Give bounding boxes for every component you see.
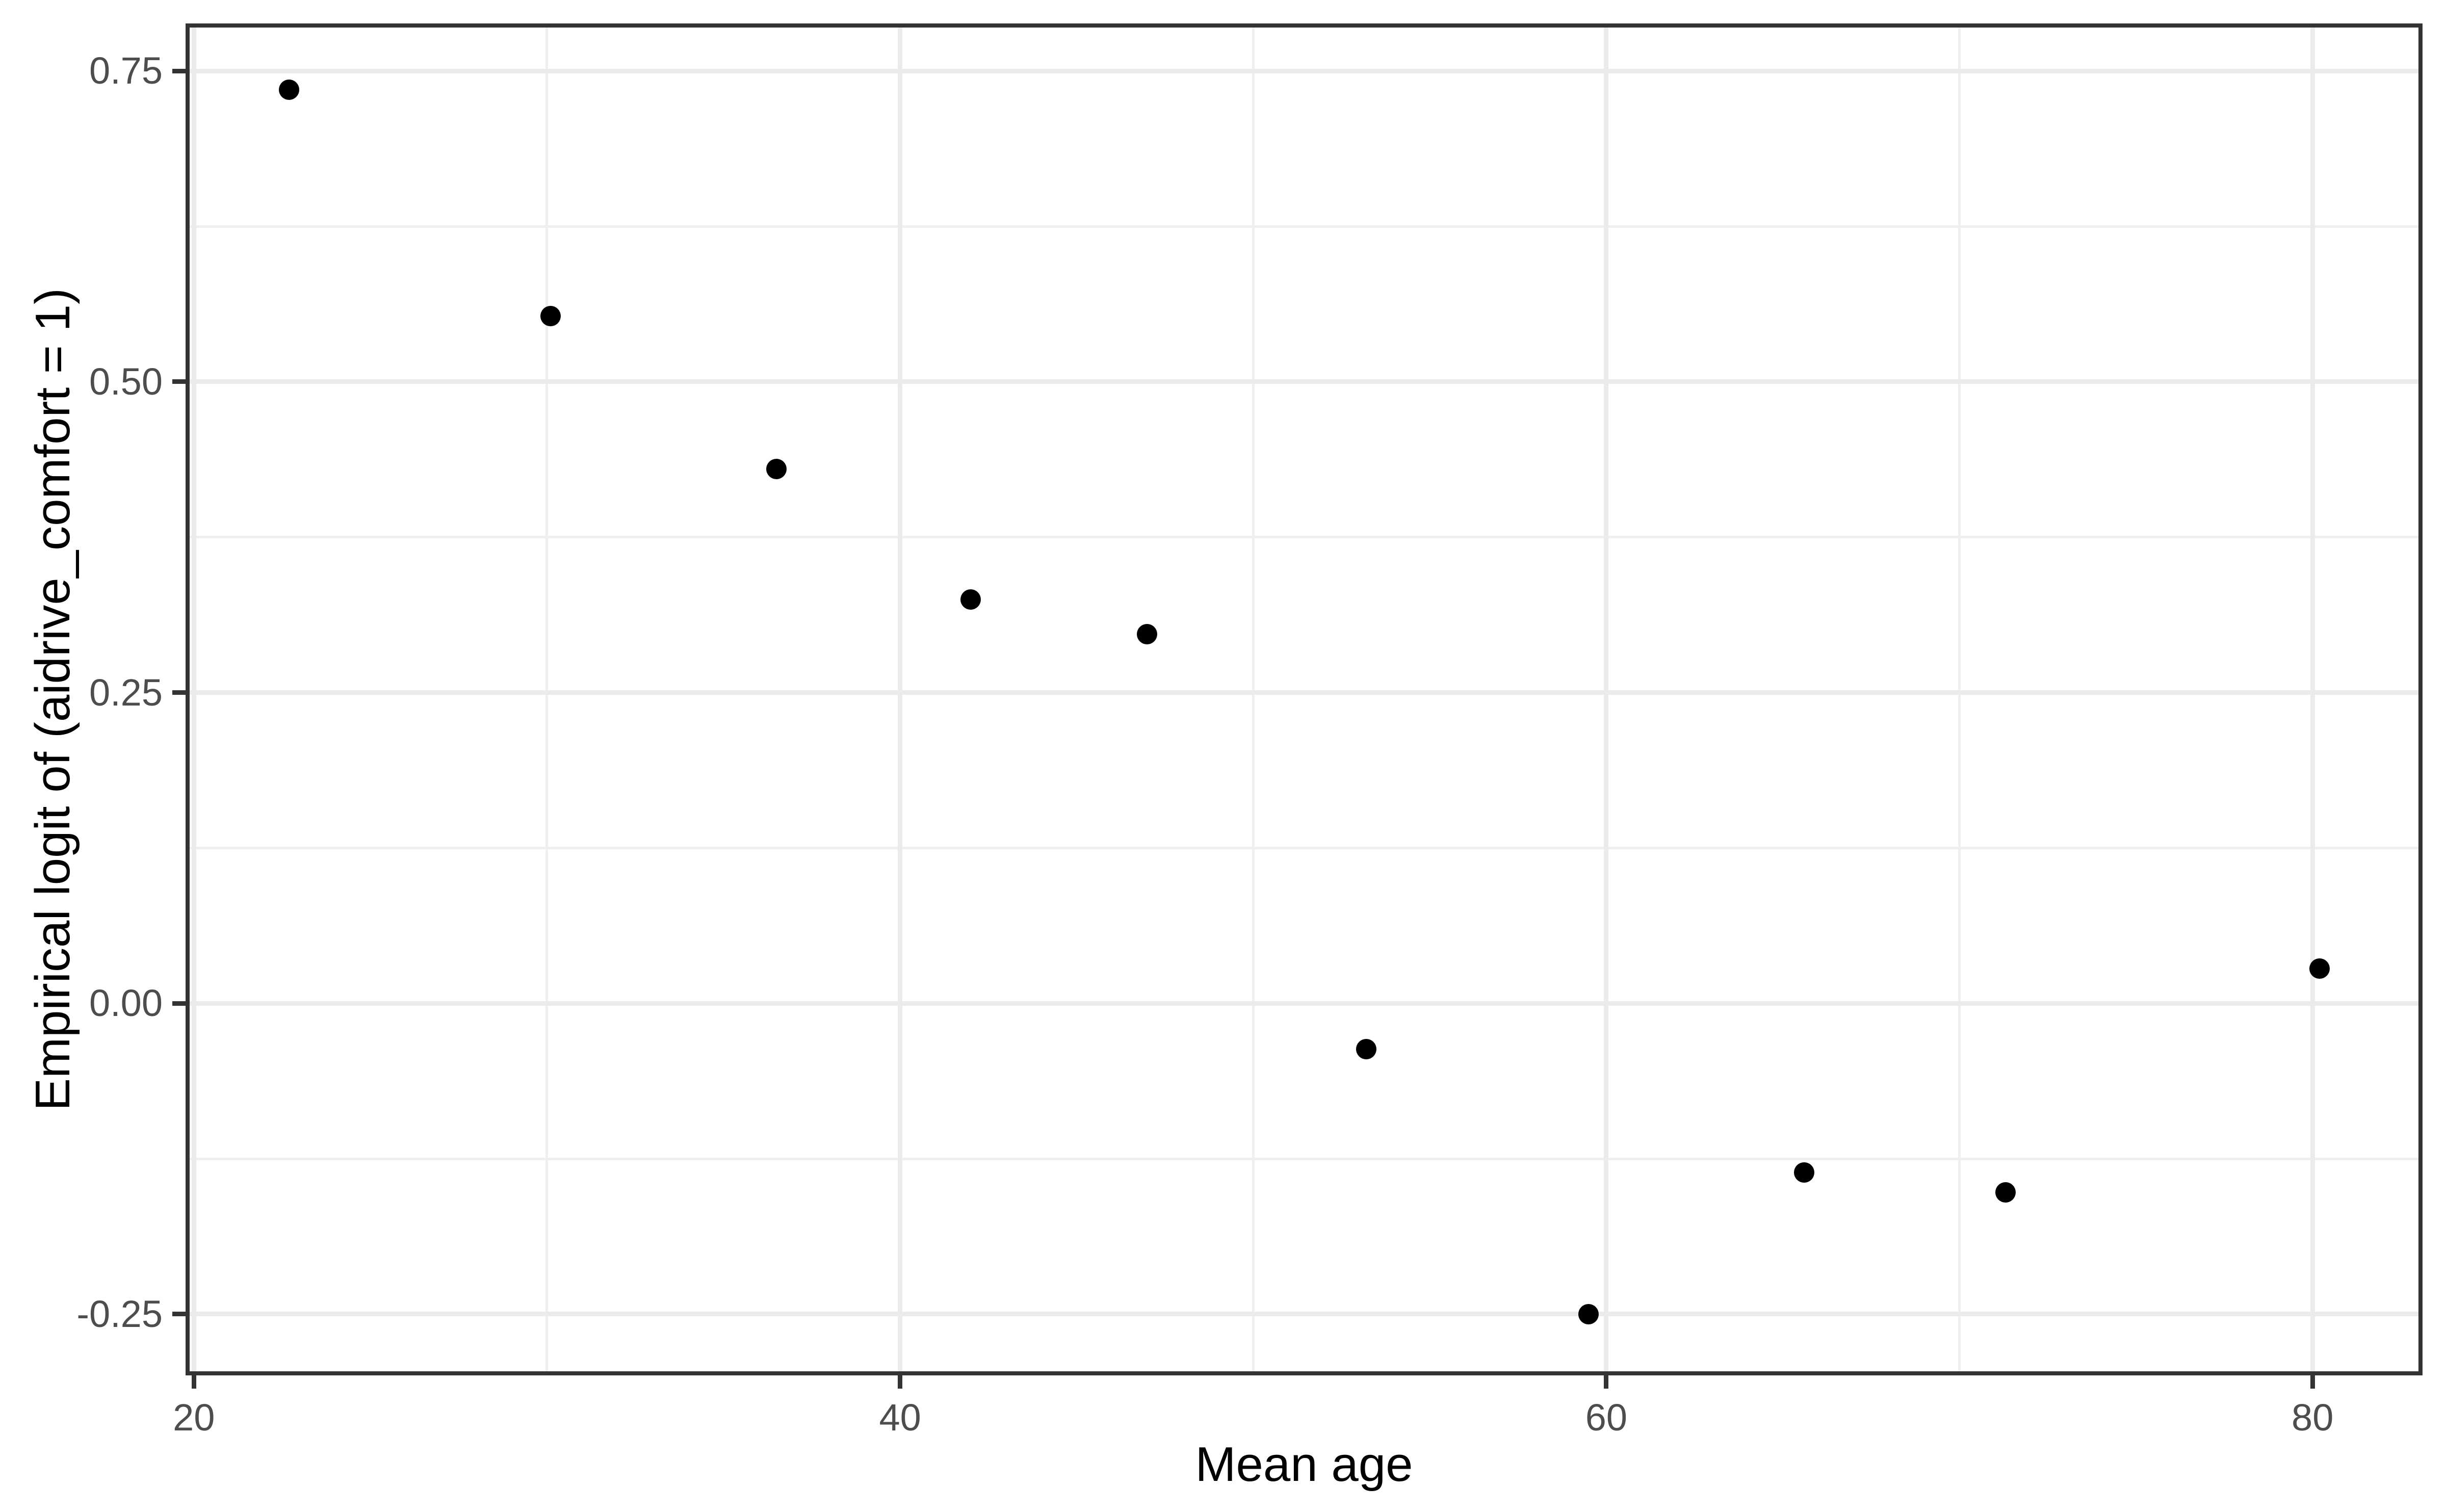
y-major-gridline <box>190 68 2418 73</box>
y-major-gridline <box>190 379 2418 384</box>
y-tick-mark <box>172 1001 186 1006</box>
x-major-gridline <box>1604 28 1609 1371</box>
plot-area <box>190 28 2418 1371</box>
data-point <box>1995 1182 2016 1203</box>
x-tick-label: 20 <box>173 1396 215 1439</box>
data-point <box>1793 1162 1814 1183</box>
data-point <box>279 79 300 100</box>
x-tick-mark <box>191 1375 196 1389</box>
x-minor-gridline <box>1252 28 1255 1371</box>
y-tick-label: 0.00 <box>89 982 163 1025</box>
x-axis-title: Mean age <box>1195 1437 1413 1492</box>
y-minor-gridline <box>190 846 2418 849</box>
x-tick-label: 60 <box>1585 1396 1628 1439</box>
data-point <box>766 458 787 479</box>
data-point <box>1137 623 1158 644</box>
y-minor-gridline <box>190 225 2418 228</box>
x-minor-gridline <box>545 28 549 1371</box>
y-tick-mark <box>172 379 186 384</box>
y-tick-label: 0.50 <box>89 360 163 403</box>
data-point <box>2309 958 2330 979</box>
data-point <box>1578 1304 1599 1324</box>
y-tick-mark <box>172 1312 186 1317</box>
x-major-gridline <box>191 28 196 1371</box>
y-axis-title: Empirical logit of (aidrive_comfort = 1) <box>25 288 80 1111</box>
x-tick-mark <box>2310 1375 2315 1389</box>
y-tick-label: 0.25 <box>89 671 163 714</box>
x-major-gridline <box>898 28 903 1371</box>
x-minor-gridline <box>1958 28 1961 1371</box>
x-major-gridline <box>2310 28 2315 1371</box>
x-tick-label: 40 <box>879 1396 921 1439</box>
y-major-gridline <box>190 690 2418 695</box>
x-tick-mark <box>898 1375 903 1389</box>
y-minor-gridline <box>190 536 2418 539</box>
plot-panel <box>186 23 2423 1375</box>
x-tick-mark <box>1604 1375 1609 1389</box>
y-minor-gridline <box>190 1157 2418 1160</box>
y-tick-label: -0.25 <box>76 1292 163 1335</box>
y-major-gridline <box>190 1312 2418 1317</box>
data-point <box>1356 1039 1376 1060</box>
data-point <box>960 589 981 610</box>
data-point <box>540 305 561 326</box>
y-major-gridline <box>190 1001 2418 1006</box>
y-tick-mark <box>172 68 186 73</box>
x-tick-label: 80 <box>2292 1396 2334 1439</box>
y-tick-mark <box>172 690 186 695</box>
y-tick-label: 0.75 <box>89 49 163 92</box>
